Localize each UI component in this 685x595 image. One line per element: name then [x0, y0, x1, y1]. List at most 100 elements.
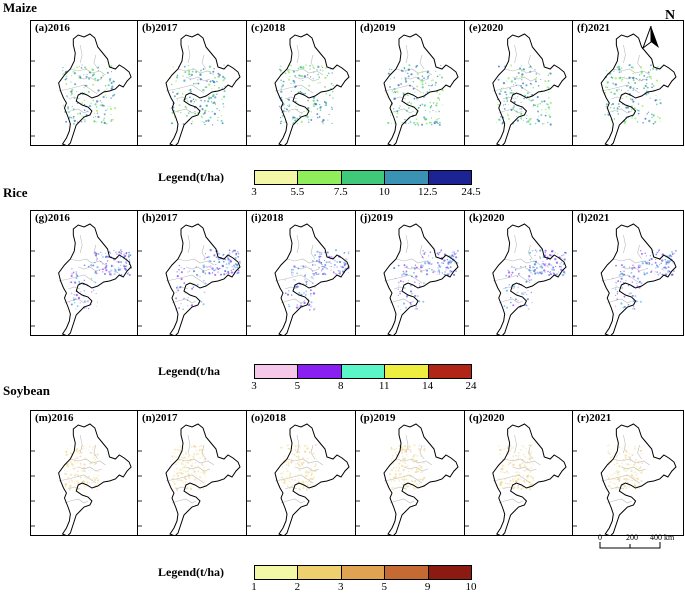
yield-pixel — [648, 263, 651, 265]
yield-pixel — [445, 266, 448, 269]
yield-pixel — [190, 73, 193, 77]
yield-pixel — [655, 259, 657, 261]
yield-pixel — [655, 267, 657, 269]
yield-pixel — [621, 286, 623, 289]
yield-pixel — [520, 84, 522, 87]
yield-pixel — [413, 444, 416, 447]
yield-pixel — [292, 116, 295, 119]
yield-pixel — [91, 461, 94, 463]
yield-pixel — [657, 115, 659, 118]
yield-pixel — [300, 474, 303, 476]
yield-pixel — [422, 250, 424, 252]
yield-pixel — [203, 258, 206, 260]
yield-pixel — [520, 101, 522, 104]
yield-pixel — [396, 116, 398, 118]
yield-pixel — [398, 455, 400, 458]
yield-pixel — [192, 68, 194, 70]
yield-pixel — [316, 116, 319, 119]
yield-pixel — [610, 91, 613, 94]
province-boundary — [187, 44, 191, 64]
province-boundary — [611, 96, 624, 100]
yield-pixel — [509, 91, 512, 94]
yield-pixel — [638, 280, 641, 283]
province-boundary — [171, 108, 197, 114]
yield-pixel — [95, 292, 97, 295]
yield-pixel — [192, 82, 195, 85]
yield-pixel — [393, 479, 396, 482]
yield-pixel — [73, 446, 75, 449]
yield-pixel — [645, 82, 648, 85]
yield-pixel — [435, 102, 439, 105]
yield-pixel — [178, 459, 181, 461]
yield-pixel — [316, 99, 319, 102]
yield-pixel — [213, 254, 216, 257]
yield-pixel — [76, 461, 79, 464]
yield-pixel — [281, 472, 284, 475]
yield-pixel — [439, 121, 441, 124]
yield-pixel — [73, 72, 77, 75]
yield-pixel — [305, 474, 308, 477]
yield-pixel — [393, 77, 396, 79]
yield-pixel — [300, 265, 302, 267]
province-boundary — [504, 458, 541, 466]
yield-pixel — [522, 445, 525, 448]
yield-pixel — [176, 74, 179, 76]
yield-pixel — [528, 451, 530, 453]
region-outline — [492, 423, 567, 535]
yield-pixel — [669, 271, 671, 273]
yield-pixel — [407, 465, 409, 467]
yield-pixel — [113, 272, 116, 276]
yield-pixel — [81, 448, 83, 450]
yield-pixel — [649, 75, 652, 78]
yield-pixel — [506, 113, 508, 115]
yield-pixel — [176, 274, 179, 278]
yield-pixel — [110, 97, 112, 99]
yield-pixel — [395, 470, 397, 472]
yield-pixel — [204, 282, 207, 285]
yield-pixel — [396, 90, 399, 94]
yield-pixel — [233, 249, 235, 252]
yield-pixel — [632, 72, 635, 75]
yield-pixel — [413, 97, 416, 100]
panel-label: (q)2020 — [469, 412, 505, 424]
yield-pixel — [661, 273, 664, 276]
scale-bar: 0 200 400 km — [598, 532, 682, 552]
yield-pixel — [547, 121, 549, 124]
yield-pixel — [223, 90, 226, 93]
yield-pixel — [304, 265, 307, 268]
yield-pixel — [288, 305, 291, 308]
yield-pixel — [72, 70, 75, 73]
yield-pixel — [399, 105, 401, 107]
yield-pixel — [449, 269, 452, 272]
yield-pixel — [534, 262, 537, 265]
yield-pixel — [231, 251, 234, 254]
yield-pixel — [281, 86, 283, 88]
yield-pixel — [314, 254, 317, 257]
yield-pixel — [321, 270, 323, 272]
yield-pixel — [304, 92, 307, 95]
yield-pixel — [535, 77, 537, 79]
yield-pixel — [670, 273, 674, 277]
yield-pixel — [96, 453, 99, 456]
yield-pixel — [628, 76, 631, 79]
yield-pixel — [398, 480, 401, 482]
yield-pixel — [292, 272, 294, 274]
yield-pixel — [509, 444, 512, 447]
yield-pixel — [536, 251, 538, 253]
yield-pixel — [209, 70, 211, 73]
yield-pixel — [186, 458, 188, 460]
yield-pixel — [297, 444, 300, 447]
yield-pixel — [525, 451, 527, 453]
yield-pixel — [614, 288, 617, 290]
yield-pixel — [81, 115, 83, 117]
yield-pixel — [549, 271, 551, 274]
yield-pixel — [402, 468, 405, 472]
yield-pixel — [282, 110, 285, 112]
yield-pixel — [415, 468, 418, 471]
yield-pixel — [321, 269, 323, 271]
yield-pixel — [101, 74, 105, 77]
yield-pixel — [297, 473, 300, 476]
yield-pixel — [389, 477, 392, 480]
yield-pixel — [628, 486, 630, 488]
yield-pixel — [189, 100, 193, 103]
